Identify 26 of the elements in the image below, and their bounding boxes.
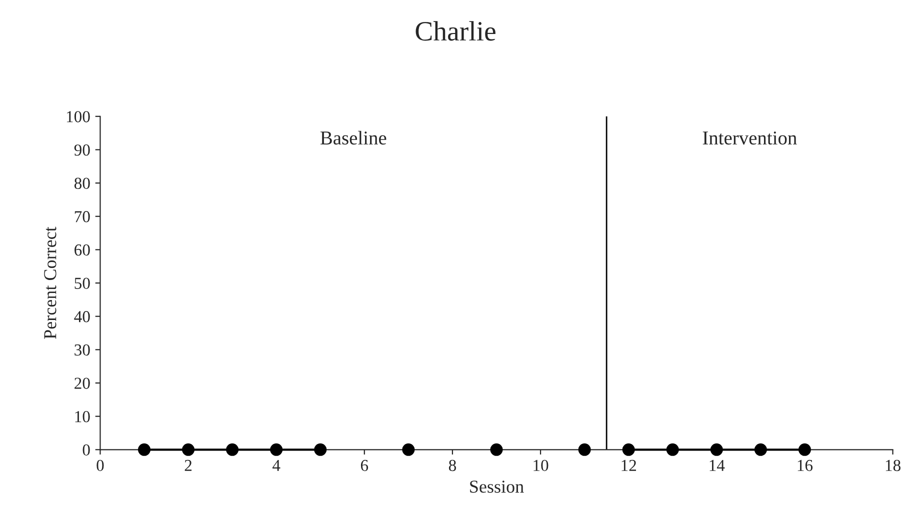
y-tick-label: 90 bbox=[74, 144, 90, 156]
x-tick-label: 6 bbox=[360, 460, 368, 472]
annotation: Baseline bbox=[320, 130, 386, 145]
x-tick-label: 14 bbox=[710, 460, 725, 471]
y-tick-label: 30 bbox=[74, 344, 90, 356]
y-tick-label: 50 bbox=[74, 278, 90, 289]
y-tick-label: 60 bbox=[74, 244, 90, 256]
annotation: Intervention bbox=[702, 132, 797, 145]
x-tick-label: 4 bbox=[272, 460, 280, 471]
y-axis-title: Percent Correct bbox=[44, 226, 56, 339]
y-tick-label: 70 bbox=[74, 211, 90, 222]
x-tick-label: 16 bbox=[798, 460, 813, 472]
x-tick-label: 0 bbox=[96, 460, 104, 472]
x-tick-label: 2 bbox=[184, 460, 192, 471]
chart-title: Charlie bbox=[416, 21, 496, 41]
y-tick-label: 40 bbox=[74, 311, 90, 322]
x-tick-label: 10 bbox=[534, 460, 548, 472]
x-tick-label: 18 bbox=[886, 460, 900, 472]
x-tick-label: 12 bbox=[622, 460, 636, 471]
y-tick-label: 20 bbox=[74, 378, 90, 389]
x-axis-title: Session bbox=[470, 480, 524, 493]
y-tick-label: 0 bbox=[82, 444, 90, 456]
y-tick-label: 80 bbox=[74, 178, 90, 189]
y-tick-label: 10 bbox=[75, 411, 90, 422]
x-tick-label: 8 bbox=[448, 460, 456, 472]
y-tick-label: 100 bbox=[66, 111, 90, 122]
